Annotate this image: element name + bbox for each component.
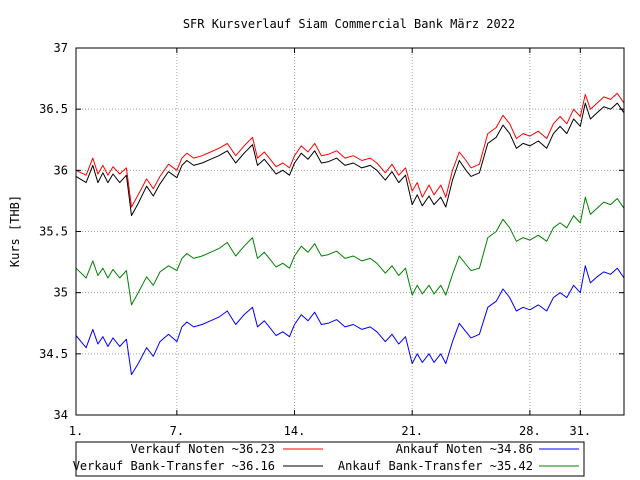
x-tick-label: 7. [170, 424, 184, 438]
x-tick-label: 31. [569, 424, 591, 438]
chart-title: SFR Kursverlauf Siam Commercial Bank Mär… [183, 17, 515, 31]
x-tick-label: 21. [401, 424, 423, 438]
legend-label-2: Ankauf Noten ~34.86 [396, 442, 533, 456]
legend-label-0: Verkauf Noten ~36.23 [131, 442, 276, 456]
y-tick-label: 36.5 [39, 102, 68, 116]
grid-lines [76, 48, 624, 415]
y-tick-label: 36 [54, 163, 68, 177]
y-axis-label: Kurs [THB] [8, 195, 22, 267]
y-tick-label: 34.5 [39, 347, 68, 361]
legend-box [75, 441, 585, 477]
series-line-1 [75, 102, 625, 217]
series-line-0 [75, 92, 625, 208]
y-axis-ticks: 34 34.5 35 35.5 36 36.5 37 [39, 41, 624, 422]
legend-label-3: Ankauf Bank-Transfer ~35.42 [338, 459, 533, 473]
legend-label-1: Verkauf Bank-Transfer ~36.16 [73, 459, 275, 473]
series-line-2 [75, 265, 625, 376]
y-tick-label: 35.5 [39, 225, 68, 239]
x-tick-label: 14. [284, 424, 306, 438]
x-tick-label: 28. [519, 424, 541, 438]
series-line-3 [75, 196, 625, 306]
y-tick-label: 34 [54, 408, 68, 422]
y-tick-label: 37 [54, 41, 68, 55]
x-tick-label: 1. [69, 424, 83, 438]
series-layer [75, 92, 625, 376]
y-tick-label: 35 [54, 286, 68, 300]
legend: Verkauf Noten ~36.23 Verkauf Bank-Transfe… [73, 441, 585, 477]
x-axis-ticks: 1. 7. 14. 21. 28. 31. [69, 48, 591, 438]
